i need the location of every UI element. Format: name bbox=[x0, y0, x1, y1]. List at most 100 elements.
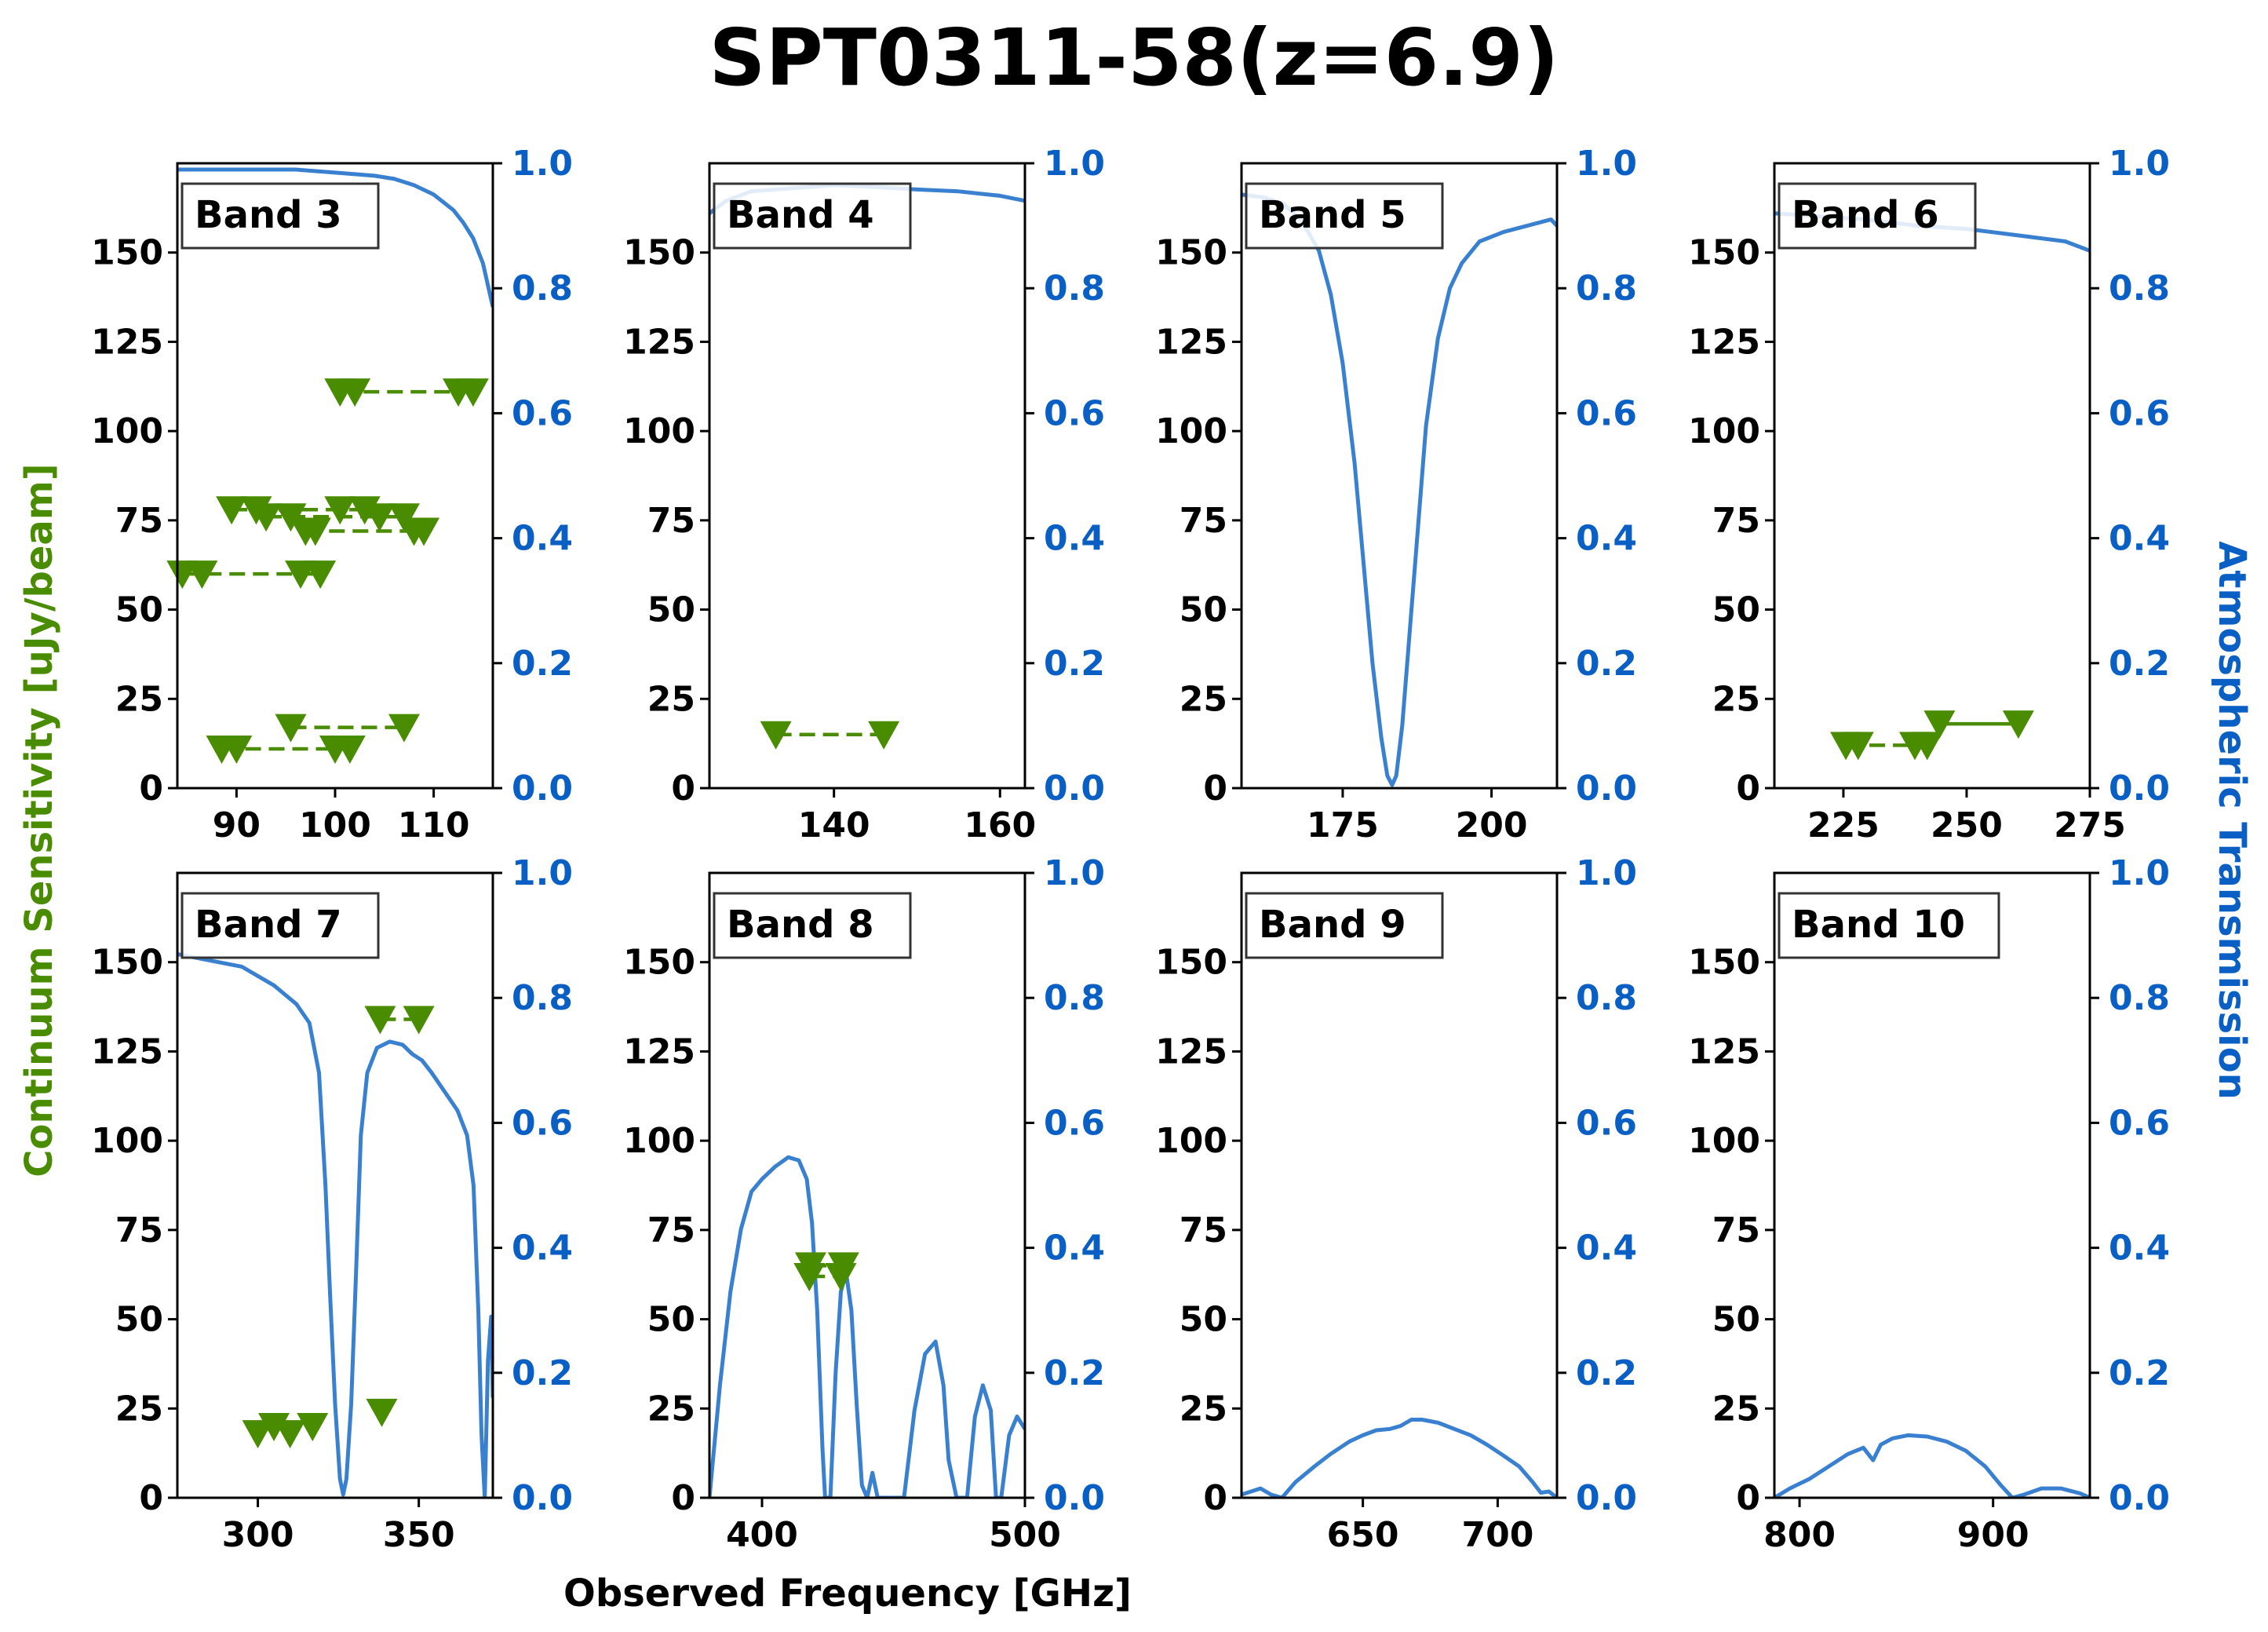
left-y-tick-label: 100 bbox=[623, 411, 695, 451]
right-y-tick-label: 0.0 bbox=[1044, 1478, 1105, 1518]
left-y-tick-label: 125 bbox=[91, 322, 163, 362]
right-y-tick-label: 0.0 bbox=[1576, 1478, 1637, 1518]
x-tick-label: 650 bbox=[1327, 1515, 1399, 1555]
right-y-tick-label: 0.4 bbox=[2109, 519, 2170, 559]
band-label-box bbox=[1778, 182, 1977, 250]
left-y-axis-label: Continuum Sensitivity [uJy/beam] bbox=[17, 463, 61, 1177]
left-y-tick-label: 0 bbox=[1203, 769, 1227, 809]
left-y-tick-label: 75 bbox=[647, 501, 695, 541]
transmission-curve bbox=[1774, 1433, 2090, 1498]
left-y-tick-label: 100 bbox=[1688, 411, 1760, 451]
sensitivity-upper-limit-marker bbox=[388, 503, 420, 532]
sensitivity-upper-limit-marker bbox=[827, 1252, 859, 1281]
panel-frame bbox=[1773, 871, 2091, 1499]
right-y-tick-label: 0.2 bbox=[512, 644, 573, 684]
transmission-curve bbox=[177, 167, 493, 308]
panel-8: 0 25 50 75 100 125 150 0.0 0.2 0.4 0.6 0.8 1.0 800 900… bbox=[1688, 853, 2170, 1555]
sensitivity-upper-limit-marker bbox=[186, 560, 218, 590]
left-y-tick-label: 100 bbox=[623, 1121, 695, 1161]
band-label: Band 4 bbox=[727, 193, 874, 237]
right-y-tick-label: 0.2 bbox=[2109, 644, 2170, 684]
band-label-box bbox=[180, 892, 380, 959]
right-y-tick-label: 0.4 bbox=[1576, 519, 1637, 559]
left-y-tick-label: 25 bbox=[647, 679, 695, 719]
left-y-tick-label: 150 bbox=[91, 233, 163, 273]
band-label-box bbox=[1245, 892, 1444, 959]
left-y-tick-label: 25 bbox=[1180, 1389, 1227, 1429]
right-y-axis-label: Atmospheric Transmission bbox=[2210, 541, 2254, 1100]
right-y-tick-label: 0.6 bbox=[2109, 393, 2170, 433]
band-label: Band 10 bbox=[1792, 903, 1965, 947]
transmission-curve bbox=[1242, 192, 1557, 787]
left-y-tick-label: 75 bbox=[647, 1210, 695, 1250]
sensitivity-upper-limit-marker bbox=[275, 503, 307, 532]
right-y-tick-label: 0.2 bbox=[1044, 644, 1105, 684]
sensitivity-upper-limit-marker bbox=[868, 721, 900, 750]
left-y-tick-label: 0 bbox=[671, 1478, 695, 1518]
sensitivity-upper-limit-marker bbox=[794, 1252, 826, 1281]
right-y-tick-label: 0.6 bbox=[512, 1103, 573, 1143]
right-y-tick-label: 1.0 bbox=[2109, 144, 2170, 184]
left-y-tick-label: 125 bbox=[623, 322, 695, 362]
panel-6: 0 25 50 75 100 125 150 0.0 0.2 0.4 0.6 0.8 1.0 400 500… bbox=[623, 853, 1105, 1555]
left-y-tick-label: 50 bbox=[1712, 1300, 1760, 1340]
sensitivity-upper-limit-marker bbox=[324, 496, 356, 525]
right-y-tick-label: 0.8 bbox=[1044, 978, 1105, 1018]
sensitivity-upper-limit-marker bbox=[242, 1420, 274, 1449]
sensitivity-upper-limit-marker bbox=[1911, 732, 1943, 761]
left-y-tick-label: 50 bbox=[647, 590, 695, 630]
right-y-tick-label: 0.6 bbox=[1044, 393, 1105, 433]
right-y-tick-label: 1.0 bbox=[2109, 853, 2170, 893]
panel-2: 0 25 50 75 100 125 150 0.0 0.2 0.4 0.6 0.8 1.0 140 160… bbox=[623, 144, 1105, 845]
panel-frame bbox=[176, 162, 494, 790]
sensitivity-upper-limit-marker bbox=[1923, 710, 1956, 739]
x-tick-label: 700 bbox=[1461, 1515, 1533, 1555]
right-y-tick-label: 0.8 bbox=[1576, 268, 1637, 309]
right-y-tick-label: 0.4 bbox=[512, 1229, 573, 1269]
right-y-tick-label: 0.0 bbox=[1576, 769, 1637, 809]
right-y-tick-label: 1.0 bbox=[512, 853, 573, 893]
left-y-tick-label: 25 bbox=[647, 1389, 695, 1429]
left-y-tick-label: 100 bbox=[1155, 1121, 1227, 1161]
left-y-tick-label: 75 bbox=[1180, 1210, 1227, 1250]
band-label-box bbox=[713, 182, 912, 250]
left-y-tick-label: 25 bbox=[115, 1389, 163, 1429]
left-y-tick-label: 150 bbox=[91, 943, 163, 983]
left-y-tick-label: 100 bbox=[1688, 1121, 1760, 1161]
panel-4: 0 25 50 75 100 125 150 0.0 0.2 0.4 0.6 0.8 1.0 225 250… bbox=[1688, 144, 2170, 845]
left-y-tick-label: 0 bbox=[1736, 1478, 1760, 1518]
x-tick-label: 110 bbox=[398, 805, 470, 845]
x-tick-label: 900 bbox=[1957, 1515, 2029, 1555]
right-y-tick-label: 0.8 bbox=[2109, 978, 2170, 1018]
panel-3: 0 25 50 75 100 125 150 0.0 0.2 0.4 0.6 0.8 1.0 175 200… bbox=[1155, 144, 1637, 845]
right-y-tick-label: 0.6 bbox=[1044, 1103, 1105, 1143]
right-y-tick-label: 0.0 bbox=[2109, 769, 2170, 809]
sensitivity-upper-limit-marker bbox=[339, 378, 371, 407]
panel-5: 0 25 50 75 100 125 150 0.0 0.2 0.4 0.6 0.8 1.0 300 350… bbox=[91, 853, 573, 1555]
sensitivity-upper-limit-marker bbox=[334, 735, 366, 764]
left-y-tick-label: 150 bbox=[1688, 943, 1760, 983]
sensitivity-upper-limit-marker bbox=[304, 560, 337, 590]
sensitivity-upper-limit-marker bbox=[285, 560, 317, 590]
sensitivity-upper-limit-marker bbox=[366, 1398, 398, 1427]
panel-frame bbox=[1773, 162, 2091, 790]
left-y-tick-label: 50 bbox=[115, 590, 163, 630]
sensitivity-upper-limit-marker bbox=[363, 503, 396, 532]
sensitivity-upper-limit-marker bbox=[364, 1006, 396, 1035]
right-y-tick-label: 0.4 bbox=[512, 519, 573, 559]
left-y-tick-label: 50 bbox=[1180, 590, 1227, 630]
left-y-tick-label: 75 bbox=[1712, 501, 1760, 541]
band-label-box bbox=[1245, 182, 1444, 250]
x-tick-label: 225 bbox=[1807, 805, 1880, 845]
band-label-box bbox=[1778, 892, 2000, 959]
left-y-tick-label: 0 bbox=[1736, 769, 1760, 809]
left-y-tick-label: 0 bbox=[139, 1478, 163, 1518]
left-y-tick-label: 50 bbox=[647, 1300, 695, 1340]
right-y-tick-label: 0.4 bbox=[1044, 519, 1105, 559]
right-y-tick-label: 0.8 bbox=[512, 978, 573, 1018]
sensitivity-upper-limit-marker bbox=[299, 517, 331, 546]
sensitivity-upper-limit-marker bbox=[166, 560, 199, 590]
x-tick-label: 175 bbox=[1307, 805, 1379, 845]
left-y-tick-label: 0 bbox=[671, 769, 695, 809]
